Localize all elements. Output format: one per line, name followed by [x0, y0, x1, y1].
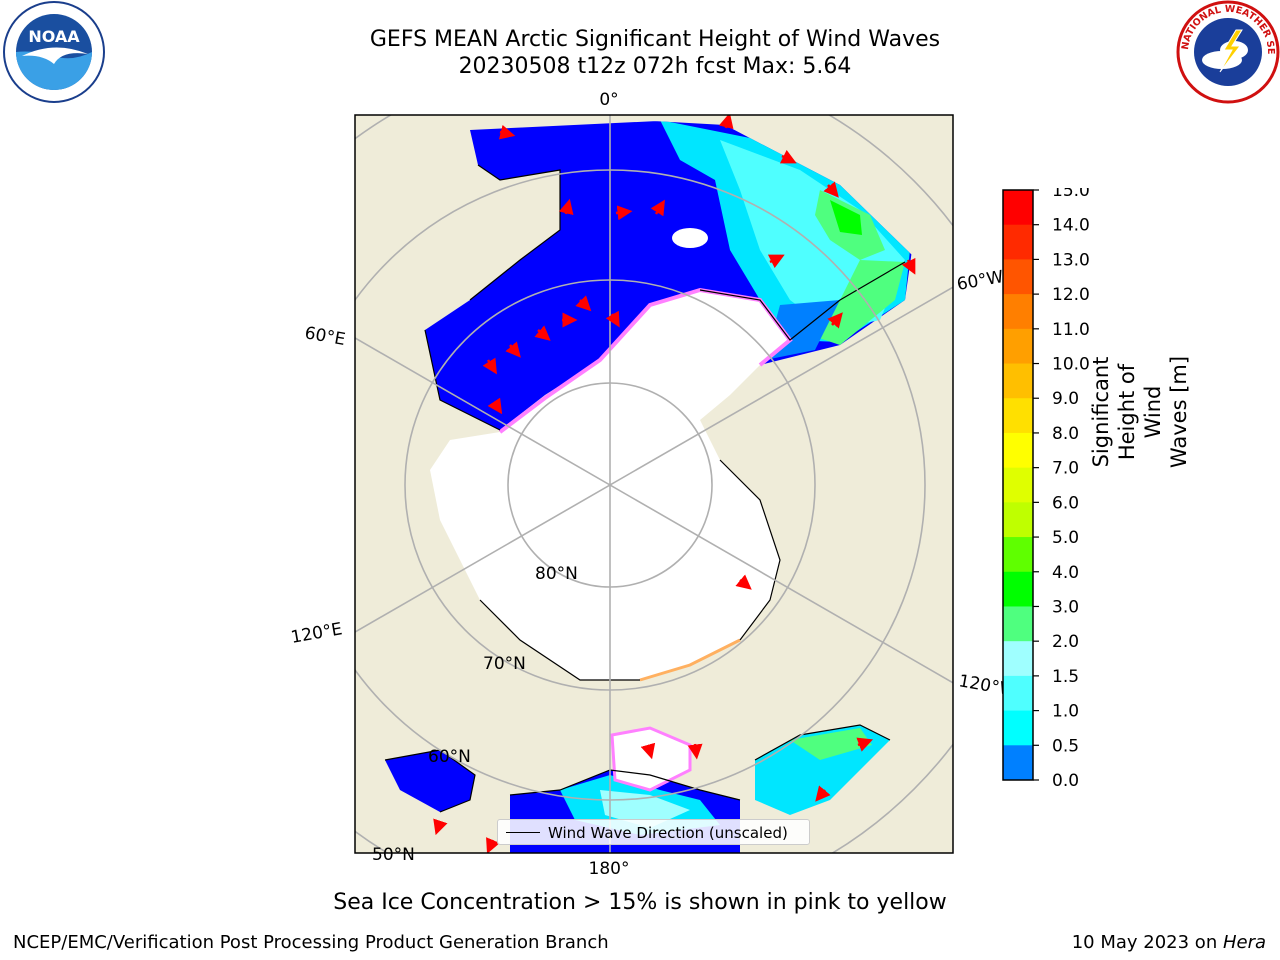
legend-line-swatch — [506, 832, 540, 833]
map-area — [355, 115, 953, 853]
lat-label-70n: 70°N — [483, 654, 526, 674]
map-frame — [354, 114, 954, 854]
lat-label-80n: 80°N — [535, 564, 578, 584]
footer-machine: Hera — [1222, 932, 1266, 953]
lat-label-50n: 50°N — [372, 845, 415, 865]
legend-label: Wind Wave Direction (unscaled) — [548, 824, 788, 842]
colorbar-tick-label: 15.0 — [1052, 188, 1090, 201]
colorbar-tick-label: 0.0 — [1052, 771, 1079, 788]
coastlines — [384, 164, 906, 813]
wave-direction-arrows — [433, 115, 916, 853]
colorbar-tick-label: 11.0 — [1052, 320, 1090, 340]
colorbar-tick-label: 9.0 — [1052, 389, 1079, 409]
colorbar-tick-label: 4.0 — [1052, 563, 1079, 583]
graticule — [355, 115, 953, 853]
colorbar-tick-label: 14.0 — [1052, 216, 1090, 236]
colorbar-tick-label: 1.0 — [1052, 702, 1079, 722]
colorbar-cell — [1003, 190, 1033, 226]
colorbar-tick-label: 8.0 — [1052, 424, 1079, 444]
colorbar-label: Significant Height of Wind Waves [m] — [1089, 355, 1191, 469]
footer-date: 10 May 2023 on Hera — [1072, 932, 1266, 953]
map-legend: Wind Wave Direction (unscaled) — [497, 819, 810, 845]
colorbar-cell — [1003, 745, 1033, 781]
colorbar-tick-label: 2.0 — [1052, 632, 1079, 652]
colorbar-cell — [1003, 537, 1033, 573]
colorbar: 15.0 14.0 13.0 12.0 11.0 10.0 9.0 8.0 7.0 6.0 5.0 4… — [1002, 188, 1090, 788]
sea-ice-note: Sea Ice Concentration > 15% is shown in … — [333, 890, 947, 915]
colorbar-cell — [1003, 224, 1033, 260]
noaa-logo-text: NOAA — [28, 27, 80, 46]
colorbar-tick-label: 1.5 — [1052, 667, 1079, 687]
colorbar-cell — [1003, 363, 1033, 399]
colorbar-cell — [1003, 467, 1033, 503]
lon-label-60w: 60°W — [955, 267, 1005, 295]
colorbar-cell — [1003, 432, 1033, 469]
colorbar-cell — [1003, 328, 1033, 365]
lon-label-120e: 120°E — [289, 619, 343, 648]
lon-label-60e: 60°E — [303, 323, 347, 350]
colorbar-cell — [1003, 398, 1033, 434]
colorbar-cell — [1003, 294, 1033, 330]
footer-date-text: 10 May 2023 on — [1071, 932, 1223, 953]
lat-label-60n: 60°N — [428, 747, 471, 767]
chart-subtitle: 20230508 t12z 072h fcst Max: 5.64 — [458, 54, 852, 79]
lon-label-0: 0° — [599, 90, 618, 110]
colorbar-tick-label: 13.0 — [1052, 250, 1090, 270]
lon-label-180: 180° — [589, 859, 630, 879]
colorbar-tick-label: 0.5 — [1052, 736, 1079, 756]
footer-credit: NCEP/EMC/Verification Post Processing Pr… — [13, 932, 609, 953]
colorbar-tick-label: 12.0 — [1052, 285, 1090, 305]
colorbar-tick-label: 6.0 — [1052, 493, 1079, 513]
nws-logo: NATIONAL WEATHER SERVICE — [1176, 0, 1280, 104]
colorbar-cell — [1003, 710, 1033, 746]
colorbar-tick-label: 5.0 — [1052, 528, 1079, 548]
colorbar-cell — [1003, 502, 1033, 538]
colorbar-cell — [1003, 641, 1033, 677]
colorbar-tick-label: 3.0 — [1052, 597, 1079, 617]
colorbar-tick-label: 7.0 — [1052, 459, 1079, 479]
chart-title: GEFS MEAN Arctic Significant Height of W… — [369, 27, 941, 52]
colorbar-cell — [1003, 606, 1033, 642]
colorbar-cell — [1003, 675, 1033, 712]
colorbar-cell — [1003, 571, 1033, 607]
noaa-logo: NOAA — [3, 1, 105, 103]
colorbar-tick-label: 10.0 — [1052, 355, 1090, 375]
colorbar-cell — [1003, 259, 1033, 295]
